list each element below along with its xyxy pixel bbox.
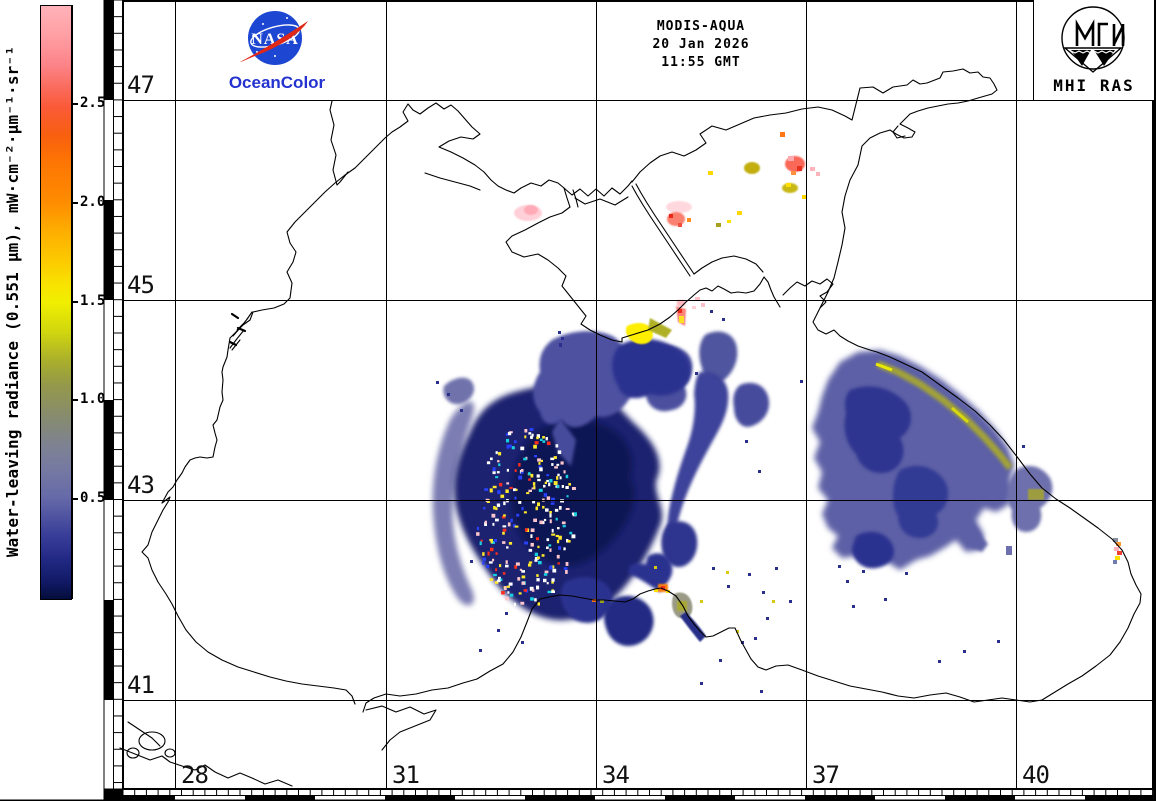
satellite-name: MODIS-AQUA xyxy=(656,19,746,34)
nasa-logo: NASA xyxy=(240,11,308,65)
coastline xyxy=(119,68,1142,787)
colorbar-tick-mark xyxy=(72,300,78,303)
mhi-ras-box xyxy=(1033,0,1154,100)
colorbar-tick-mark xyxy=(72,102,78,105)
oceancolor-label: OceanColor xyxy=(228,73,326,92)
observation-header: MODIS-AQUA 20 Jan 2026 11:55 GMT xyxy=(596,18,806,72)
observation-time: 11:55 GMT xyxy=(661,55,741,70)
latitude-label: 45 xyxy=(127,271,155,299)
sunglint-noise-speckles xyxy=(476,428,577,607)
longitude-label: 40 xyxy=(1022,761,1050,789)
mhi-ras-logo xyxy=(1061,6,1125,73)
latitude-label: 43 xyxy=(127,471,155,499)
colorbar-tick-label: 1.5 xyxy=(80,292,106,309)
colorbar-tick-mark xyxy=(72,498,78,501)
colorbar-tick-label: 0.5 xyxy=(80,490,106,507)
latitude-label: 47 xyxy=(127,71,155,99)
colorbar-tick-mark xyxy=(72,399,78,402)
radiance-colorbar xyxy=(40,5,72,600)
colorbar-tick-label: 2.0 xyxy=(80,193,106,210)
longitude-label: 34 xyxy=(602,761,630,789)
latitude-label: 41 xyxy=(127,671,155,699)
longitude-label: 37 xyxy=(812,761,840,789)
longitude-label: 31 xyxy=(392,761,420,789)
radiance-data-layer xyxy=(432,132,1122,693)
degree-rulers xyxy=(104,0,1154,801)
observation-date: 20 Jan 2026 xyxy=(652,37,750,52)
mhi-ras-label: MHI RAS xyxy=(1053,76,1135,95)
lat-lon-grid xyxy=(123,2,1153,788)
colorbar-tick-mark xyxy=(72,201,78,204)
colorbar-tick-label: 2.5 xyxy=(80,94,106,111)
longitude-label: 28 xyxy=(181,761,209,789)
colorbar-tick-label: 1.0 xyxy=(80,391,106,408)
colorbar-title: Water-leaving radiance (0.551 μm), mW·cm… xyxy=(3,45,22,558)
scattered-data-dots xyxy=(436,310,1025,693)
